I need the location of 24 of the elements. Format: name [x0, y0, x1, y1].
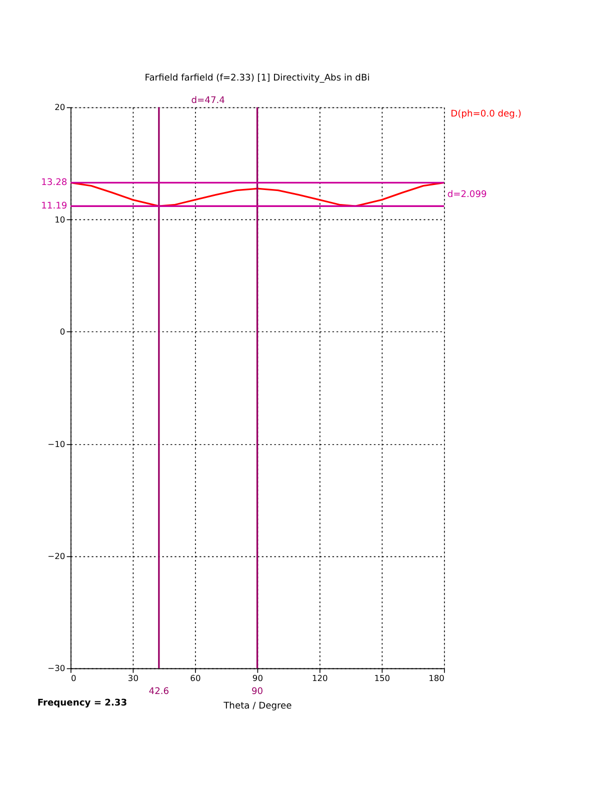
y-tick-label: −20	[48, 550, 66, 561]
ref-line-label: 90	[251, 687, 264, 697]
y-tick-label: 10	[54, 214, 66, 224]
x-axis-title: Theta / Degree	[222, 702, 292, 712]
x-tick-label: 0	[70, 673, 76, 684]
chart-title: Farfield farfield (f=2.33) [1] Directivity_Abs in dBi	[144, 74, 370, 84]
x-tick-label: 60	[190, 673, 201, 684]
x-tick-label: 90	[252, 673, 263, 684]
text: D(ph=0.0 deg.)	[450, 109, 522, 120]
y-tick-label: −30	[48, 663, 66, 674]
x-tick-label: 30	[128, 673, 138, 684]
x-tick-label: 120	[312, 673, 328, 684]
x-tick-label: 180	[428, 673, 444, 684]
x-tick-label: 150	[374, 673, 390, 684]
text: d=2.099	[447, 190, 488, 200]
ref-line-label: 42.6	[148, 687, 170, 697]
text: d=47.4	[191, 96, 226, 106]
y-tick-label: −10	[48, 438, 66, 449]
text: Frequency = 2.33	[37, 698, 128, 709]
ref-line-label: 11.19	[41, 202, 68, 212]
ref-line-label: 13.28	[41, 178, 68, 188]
y-tick-label: 20	[54, 102, 66, 112]
y-tick-label: 0	[60, 326, 66, 337]
line-series	[70, 182, 445, 207]
